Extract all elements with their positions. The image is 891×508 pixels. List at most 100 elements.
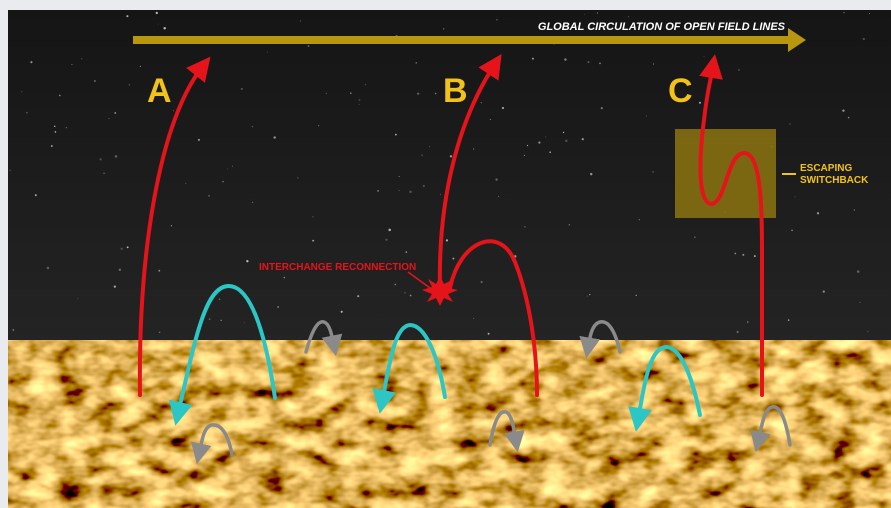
star <box>222 180 224 183</box>
star <box>388 228 391 232</box>
star <box>646 115 647 117</box>
star <box>266 51 268 53</box>
star <box>197 138 200 141</box>
star <box>538 141 541 144</box>
star <box>501 106 505 110</box>
star <box>794 196 796 198</box>
switchback-label: ESCAPING <box>800 163 852 174</box>
star <box>93 79 96 83</box>
star <box>71 63 73 65</box>
star <box>600 107 603 110</box>
star <box>312 239 315 242</box>
star <box>449 155 453 158</box>
star <box>791 229 793 232</box>
star <box>822 290 825 293</box>
star <box>590 172 593 176</box>
small-loop <box>579 320 622 359</box>
star <box>562 131 565 134</box>
star <box>120 247 123 250</box>
star <box>405 251 408 253</box>
star <box>65 126 67 129</box>
star <box>869 13 871 15</box>
star <box>628 16 630 18</box>
star <box>139 65 142 68</box>
star <box>847 116 850 119</box>
star <box>21 91 23 93</box>
solar-surface <box>8 340 891 508</box>
star <box>208 318 211 320</box>
star <box>564 58 567 61</box>
star <box>787 319 790 321</box>
star <box>170 225 173 227</box>
star <box>394 283 397 286</box>
star <box>635 294 637 297</box>
star <box>126 246 129 249</box>
star <box>742 253 745 256</box>
star <box>789 123 791 125</box>
star <box>128 83 131 86</box>
star <box>12 329 15 331</box>
star <box>218 298 221 301</box>
star <box>842 109 845 112</box>
star <box>652 63 654 65</box>
star <box>312 216 314 218</box>
star <box>473 148 475 150</box>
star <box>531 57 534 60</box>
star <box>50 144 53 147</box>
star <box>273 136 276 139</box>
star <box>114 155 118 158</box>
star <box>694 236 696 238</box>
star <box>358 103 360 105</box>
star <box>589 294 591 296</box>
reconnection-burst <box>422 276 458 306</box>
star <box>443 28 445 30</box>
line-label: A <box>147 72 172 110</box>
star <box>158 269 161 272</box>
star <box>440 193 442 195</box>
star <box>114 112 117 114</box>
star <box>46 266 50 270</box>
star <box>545 136 547 138</box>
star <box>404 291 406 294</box>
star <box>34 194 37 197</box>
star <box>421 154 423 157</box>
star <box>753 255 756 257</box>
star <box>118 268 122 272</box>
star <box>586 295 588 297</box>
closed-loop <box>372 322 447 414</box>
small-loop <box>488 410 525 453</box>
star <box>385 238 388 241</box>
star <box>738 69 740 71</box>
closed-loop <box>168 283 277 426</box>
star <box>856 270 860 273</box>
star <box>307 45 310 48</box>
star <box>862 37 865 41</box>
star <box>358 99 361 101</box>
star <box>599 62 601 65</box>
star <box>816 212 820 215</box>
star <box>350 92 352 94</box>
star <box>480 280 483 284</box>
star <box>108 118 110 120</box>
star <box>852 178 853 180</box>
switchback-label: SWITCHBACK <box>800 175 869 186</box>
star <box>452 257 455 260</box>
circulation-arrowhead <box>788 28 806 52</box>
star <box>252 201 254 203</box>
star <box>157 23 159 25</box>
star <box>9 169 11 172</box>
star <box>596 12 599 14</box>
star <box>185 182 187 185</box>
star <box>297 177 299 179</box>
field-line <box>437 53 502 290</box>
star <box>54 131 57 133</box>
star <box>524 225 526 228</box>
field-line <box>448 239 539 397</box>
star <box>395 133 397 136</box>
star <box>498 195 500 197</box>
star <box>698 101 701 104</box>
small-loop <box>190 423 234 465</box>
star <box>25 111 28 114</box>
star <box>422 185 425 188</box>
